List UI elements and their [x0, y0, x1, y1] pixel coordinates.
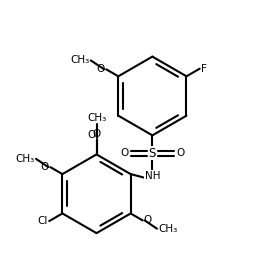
- Text: O: O: [144, 215, 152, 225]
- Text: CH₃: CH₃: [158, 224, 178, 234]
- Text: O: O: [88, 130, 96, 140]
- Text: O: O: [41, 162, 49, 172]
- Text: F: F: [201, 64, 207, 74]
- Text: CH₃: CH₃: [15, 154, 35, 164]
- Text: O: O: [92, 129, 101, 139]
- Text: S: S: [149, 147, 156, 160]
- Text: O: O: [97, 64, 105, 74]
- Text: CH₃: CH₃: [87, 113, 106, 123]
- Text: CH₃: CH₃: [70, 55, 90, 66]
- Text: NH: NH: [145, 171, 160, 181]
- Text: Cl: Cl: [38, 216, 48, 226]
- Text: O: O: [120, 148, 128, 158]
- Text: O: O: [177, 148, 185, 158]
